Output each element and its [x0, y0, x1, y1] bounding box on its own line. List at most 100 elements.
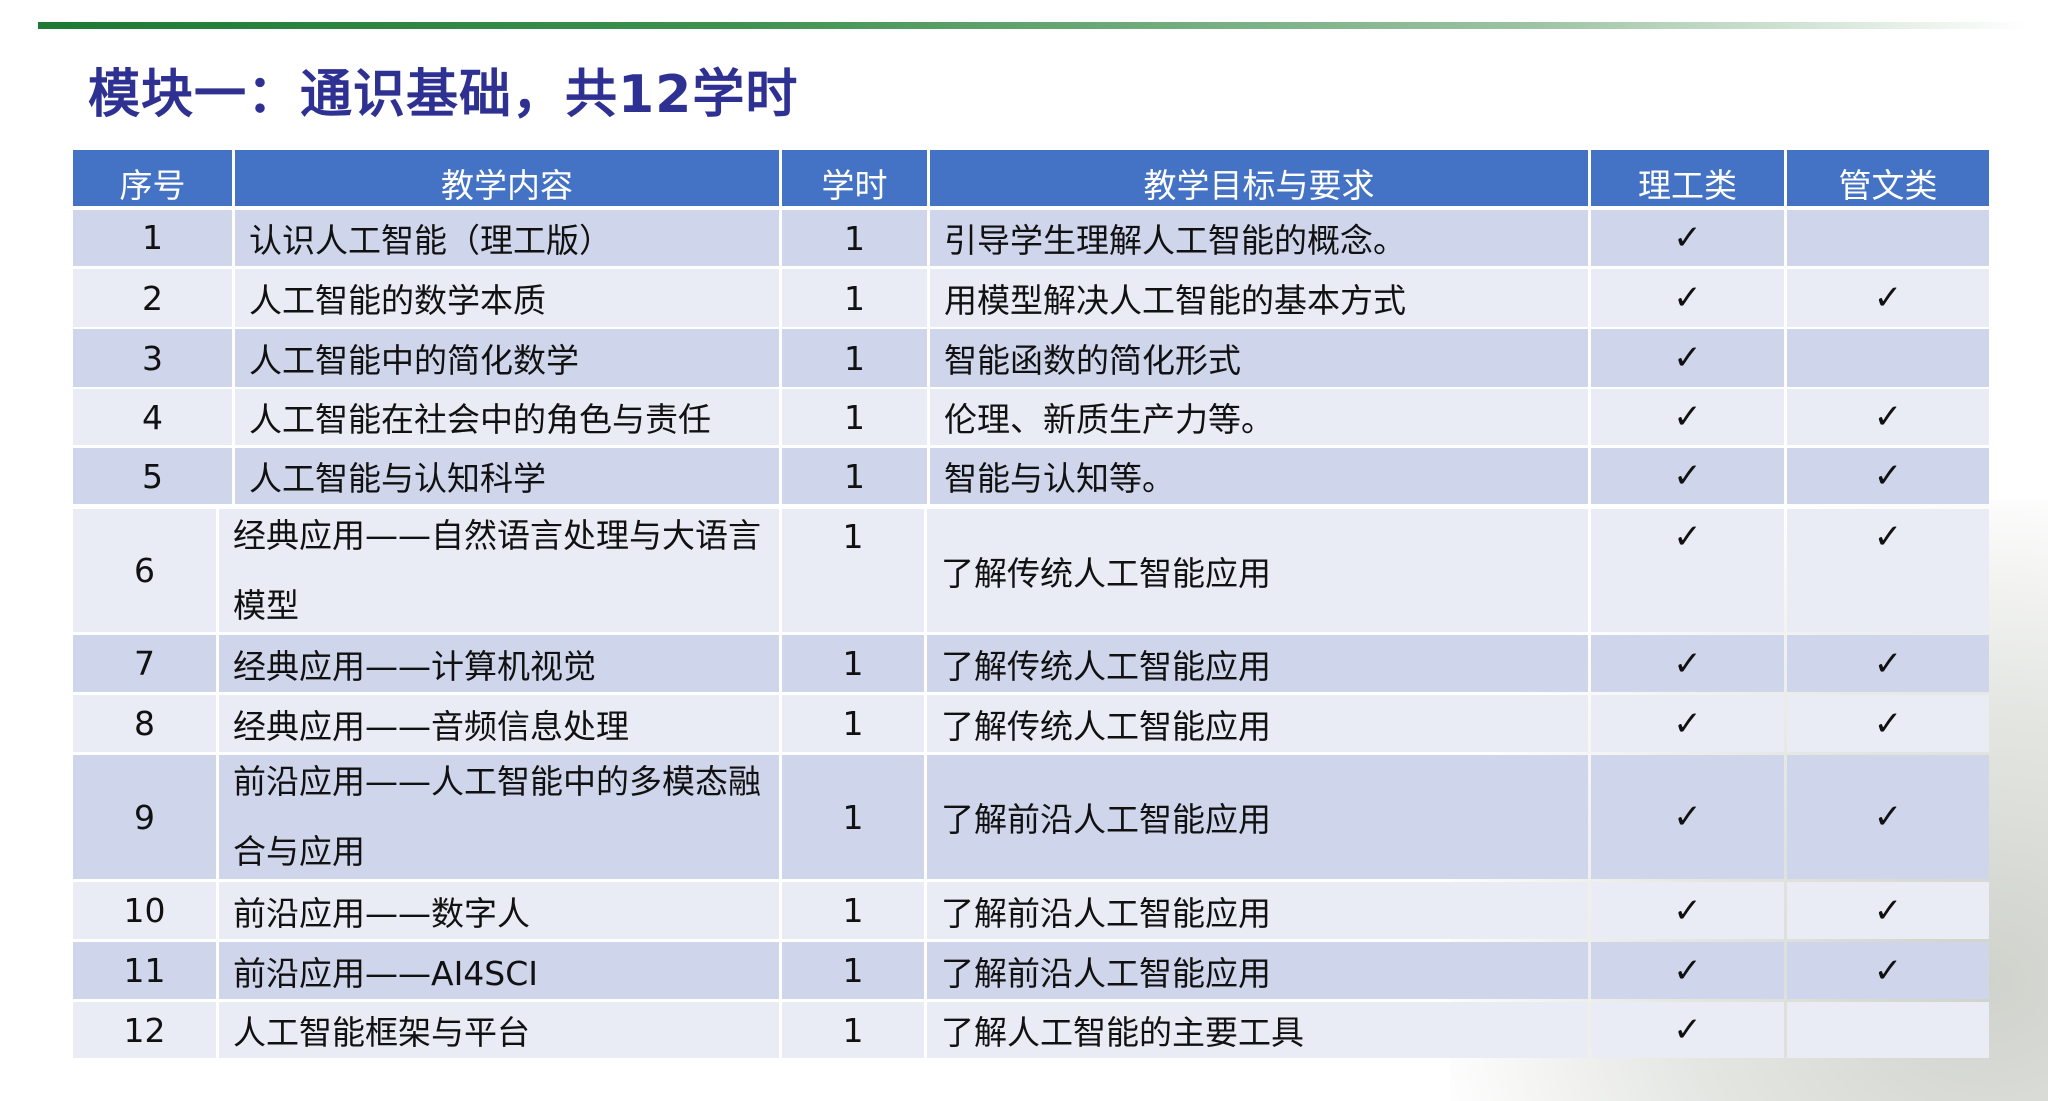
- cell-no: 3: [73, 329, 232, 387]
- header-arts: 管文类: [1787, 150, 1989, 206]
- cell-no-text: 10: [123, 891, 166, 930]
- check-icon: ✓: [1873, 703, 1903, 744]
- cell-no-text: 2: [142, 278, 163, 318]
- cell-goal-text: 引导学生理解人工智能的概念。: [944, 221, 1406, 260]
- cell-hours: 1: [782, 448, 927, 504]
- check-icon: ✓: [1673, 397, 1702, 437]
- cell-content: 认识人工智能（理工版）: [235, 210, 779, 266]
- cell-sci: ✓: [1591, 1002, 1784, 1058]
- cell-goal-text: 智能与认知等。: [944, 459, 1175, 498]
- cell-content-text: 人工智能与认知科学: [249, 459, 546, 498]
- cell-goal-text: 了解前沿人工智能应用: [941, 893, 1271, 933]
- cell-arts: ✓: [1787, 942, 1989, 999]
- cell-content-text: 认识人工智能（理工版）: [249, 221, 612, 260]
- cell-sci: ✓: [1591, 942, 1784, 999]
- cell-no-text: 5: [142, 456, 163, 496]
- header-goal: 教学目标与要求: [930, 150, 1588, 206]
- cell-content: 人工智能在社会中的角色与责任: [235, 389, 779, 445]
- cell-hours: 1: [782, 1002, 924, 1058]
- cell-no-text: 7: [134, 644, 155, 683]
- header-hours: 学时: [782, 150, 927, 206]
- cell-goal: 智能与认知等。: [930, 448, 1588, 504]
- cell-hours: 1: [782, 269, 927, 327]
- check-icon: ✓: [1873, 517, 1903, 557]
- header-sci: 理工类: [1591, 150, 1784, 206]
- cell-hours: 1: [782, 509, 924, 632]
- cell-arts: ✓: [1787, 509, 1989, 632]
- cell-hours: 1: [782, 942, 924, 999]
- cell-no: 11: [73, 942, 216, 999]
- cell-content: 经典应用——自然语言处理与大语言模型: [219, 509, 779, 632]
- cell-goal-text: 了解传统人工智能应用: [941, 646, 1271, 686]
- cell-hours-text: 1: [842, 1010, 864, 1050]
- cell-content-text: 前沿应用——AI4SCI: [233, 953, 539, 993]
- header-content-text: 教学内容: [441, 166, 573, 205]
- header-no: 序号: [73, 150, 232, 206]
- cell-no: 10: [73, 882, 216, 939]
- cell-arts: [1787, 329, 1989, 387]
- cell-hours-text: 1: [844, 218, 865, 258]
- header-hours-text: 学时: [821, 166, 888, 205]
- cell-goal-text: 伦理、新质生产力等。: [944, 400, 1274, 439]
- cell-content: 人工智能的数学本质: [235, 269, 779, 327]
- cell-goal-text: 用模型解决人工智能的基本方式: [944, 281, 1406, 320]
- check-icon: ✓: [1873, 890, 1903, 931]
- cell-goal: 了解前沿人工智能应用: [927, 755, 1588, 879]
- cell-hours: 1: [782, 210, 927, 266]
- cell-no-text: 3: [142, 338, 163, 378]
- cell-goal-text: 了解前沿人工智能应用: [941, 800, 1271, 839]
- header-no-text: 序号: [119, 166, 186, 205]
- cell-content-text: 人工智能框架与平台: [233, 1013, 530, 1052]
- check-icon: ✓: [1873, 456, 1903, 496]
- cell-no: 1: [73, 210, 232, 266]
- cell-sci: ✓: [1591, 210, 1784, 266]
- check-icon: ✓: [1873, 397, 1903, 437]
- cell-arts: ✓: [1787, 448, 1989, 504]
- cell-content: 前沿应用——数字人: [219, 882, 779, 939]
- cell-content-text: 人工智能的数学本质: [249, 281, 546, 320]
- cell-arts: ✓: [1787, 635, 1989, 692]
- cell-content: 人工智能框架与平台: [219, 1002, 779, 1058]
- check-icon: ✓: [1673, 456, 1702, 496]
- cell-goal: 引导学生理解人工智能的概念。: [930, 210, 1588, 266]
- cell-goal: 了解前沿人工智能应用: [927, 942, 1588, 999]
- cell-goal: 伦理、新质生产力等。: [930, 389, 1588, 445]
- cell-no-text: 11: [123, 951, 166, 990]
- cell-sci: ✓: [1591, 695, 1784, 752]
- cell-goal-text: 了解前沿人工智能应用: [941, 953, 1271, 993]
- cell-hours-text: 1: [842, 517, 864, 556]
- cell-goal: 了解人工智能的主要工具: [927, 1002, 1588, 1058]
- cell-content-text: 人工智能中的简化数学: [249, 341, 579, 380]
- check-icon: ✓: [1673, 218, 1702, 258]
- cell-goal-text: 了解传统人工智能应用: [941, 706, 1271, 746]
- cell-hours-text: 1: [844, 278, 865, 318]
- cell-no: 7: [73, 635, 216, 692]
- check-icon: ✓: [1673, 703, 1702, 744]
- check-icon: ✓: [1673, 517, 1702, 557]
- cell-no-text: 8: [134, 704, 155, 743]
- cell-no: 5: [73, 448, 232, 504]
- cell-no-text: 1: [142, 218, 163, 257]
- cell-content-text: 人工智能在社会中的角色与责任: [249, 400, 711, 439]
- check-icon: ✓: [1873, 950, 1903, 991]
- check-icon: ✓: [1673, 797, 1702, 837]
- cell-hours-text: 1: [844, 338, 865, 378]
- cell-hours: 1: [782, 635, 924, 692]
- cell-content-text: 前沿应用——数字人: [233, 893, 530, 933]
- cell-sci: ✓: [1591, 329, 1784, 387]
- cell-no: 9: [73, 755, 216, 879]
- cell-content: 人工智能与认知科学: [235, 448, 779, 504]
- cell-arts: ✓: [1787, 695, 1989, 752]
- cell-content-text: 前沿应用——人工智能中的多模态融合与应用: [233, 762, 761, 871]
- cell-hours-text: 1: [842, 704, 864, 743]
- cell-goal: 智能函数的简化形式: [930, 329, 1588, 387]
- cell-sci: ✓: [1591, 269, 1784, 327]
- cell-hours: 1: [782, 695, 924, 752]
- cell-sci: ✓: [1591, 389, 1784, 445]
- page-title: 模块一：通识基础，共12学时: [88, 65, 799, 125]
- cell-hours: 1: [782, 329, 927, 387]
- check-icon: ✓: [1673, 890, 1702, 931]
- cell-goal-text: 智能函数的简化形式: [944, 341, 1241, 380]
- cell-sci: ✓: [1591, 882, 1784, 939]
- check-icon: ✓: [1673, 338, 1702, 378]
